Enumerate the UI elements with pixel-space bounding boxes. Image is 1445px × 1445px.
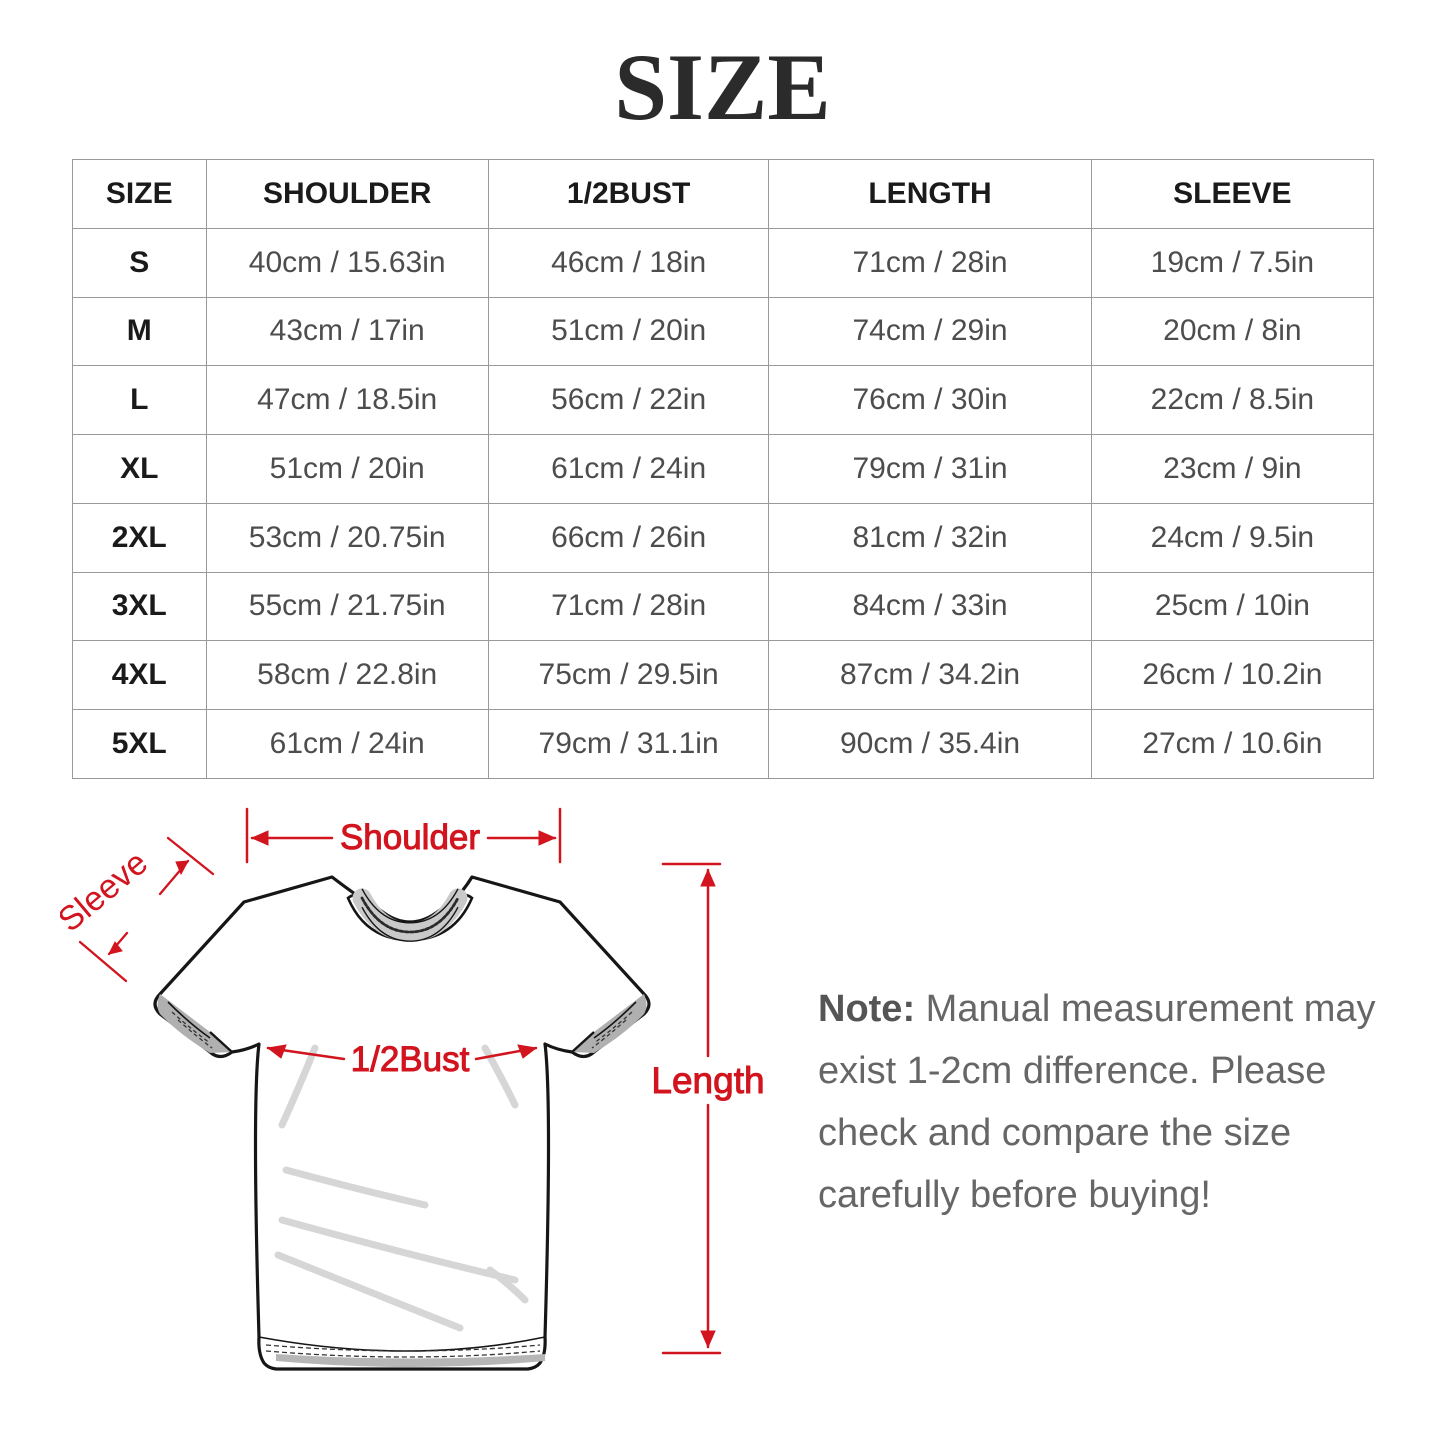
svg-text:1/2Bust: 1/2Bust — [351, 1040, 470, 1079]
svg-text:Length: Length — [651, 1060, 764, 1101]
svg-text:Shoulder: Shoulder — [340, 818, 480, 857]
svg-text:Sleeve: Sleeve — [60, 844, 155, 940]
